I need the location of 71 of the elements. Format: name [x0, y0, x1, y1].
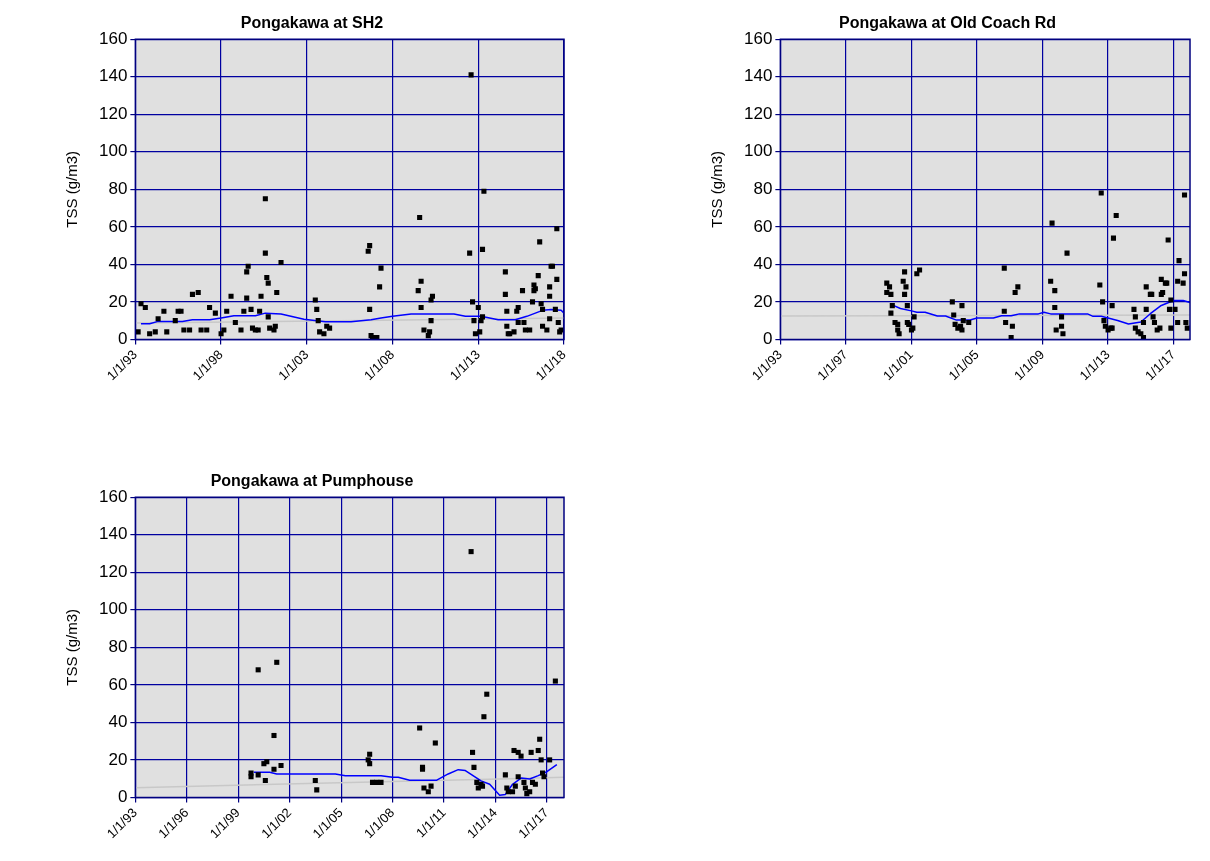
- y-axis-title: TSS (g/m3): [63, 608, 81, 686]
- y-tick-label: 40: [108, 254, 128, 274]
- point: [428, 783, 434, 789]
- y-tick-label: 60: [108, 674, 128, 694]
- point: [538, 757, 544, 763]
- y-tick-label: 80: [753, 178, 773, 198]
- y-tick-label: 140: [98, 66, 128, 86]
- point: [471, 764, 477, 770]
- point: [470, 749, 476, 755]
- y-tick-label: 100: [743, 141, 773, 161]
- point: [248, 770, 254, 776]
- point: [425, 789, 431, 795]
- y-tick-label: 120: [743, 103, 773, 123]
- point: [367, 761, 373, 767]
- y-tick-label: 120: [98, 103, 128, 123]
- point: [468, 549, 474, 555]
- y-tick-label: 80: [108, 178, 128, 198]
- point: [367, 751, 373, 757]
- point: [521, 779, 527, 785]
- y-tick-label: 100: [98, 599, 128, 619]
- chart-title: Pongakawa at Old Coach Rd: [839, 14, 1056, 32]
- y-tick-label: 0: [762, 329, 773, 349]
- y-tick-label: 100: [98, 141, 128, 161]
- y-tick-label: 160: [98, 28, 128, 48]
- point: [274, 659, 280, 665]
- y-tick-label: 80: [108, 636, 128, 656]
- point: [528, 749, 534, 755]
- point: [255, 667, 261, 673]
- y-axis-title: TSS (g/m3): [708, 150, 726, 228]
- point: [510, 789, 516, 795]
- point: [314, 787, 320, 793]
- point: [535, 747, 541, 754]
- y-tick-label: 60: [753, 216, 773, 236]
- point: [312, 777, 318, 784]
- point: [262, 777, 268, 784]
- y-tick-label: 40: [108, 712, 128, 732]
- y-tick-label: 0: [117, 787, 128, 807]
- y-tick-label: 140: [743, 66, 773, 86]
- point: [474, 779, 480, 785]
- point: [547, 757, 553, 763]
- point: [421, 785, 427, 791]
- y-tick-label: 60: [108, 216, 128, 236]
- point: [432, 740, 438, 746]
- point: [278, 762, 284, 769]
- point: [271, 766, 277, 772]
- point: [541, 774, 547, 780]
- point: [512, 783, 518, 789]
- point: [417, 725, 423, 731]
- point: [481, 714, 487, 720]
- y-tick-label: 20: [753, 291, 773, 311]
- point: [502, 772, 508, 778]
- point: [522, 785, 528, 791]
- point: [515, 774, 521, 780]
- y-tick-label: 20: [108, 291, 128, 311]
- point: [537, 736, 543, 742]
- y-tick-label: 0: [117, 329, 128, 349]
- y-tick-label: 120: [98, 561, 128, 581]
- y-tick-label: 160: [98, 486, 128, 506]
- y-tick-label: 40: [753, 254, 773, 274]
- y-axis-title: TSS (g/m3): [63, 150, 81, 228]
- point: [552, 678, 558, 684]
- point: [271, 732, 277, 739]
- chart-title: Pongakawa at SH2: [240, 14, 384, 32]
- point: [484, 691, 490, 697]
- chart-title: Pongakawa at Pumphouse: [210, 472, 414, 490]
- y-tick-label: 20: [108, 749, 128, 769]
- point: [255, 772, 261, 778]
- y-tick-label: 140: [98, 524, 128, 544]
- point: [378, 779, 384, 785]
- y-tick-label: 160: [743, 28, 773, 48]
- point: [518, 753, 524, 759]
